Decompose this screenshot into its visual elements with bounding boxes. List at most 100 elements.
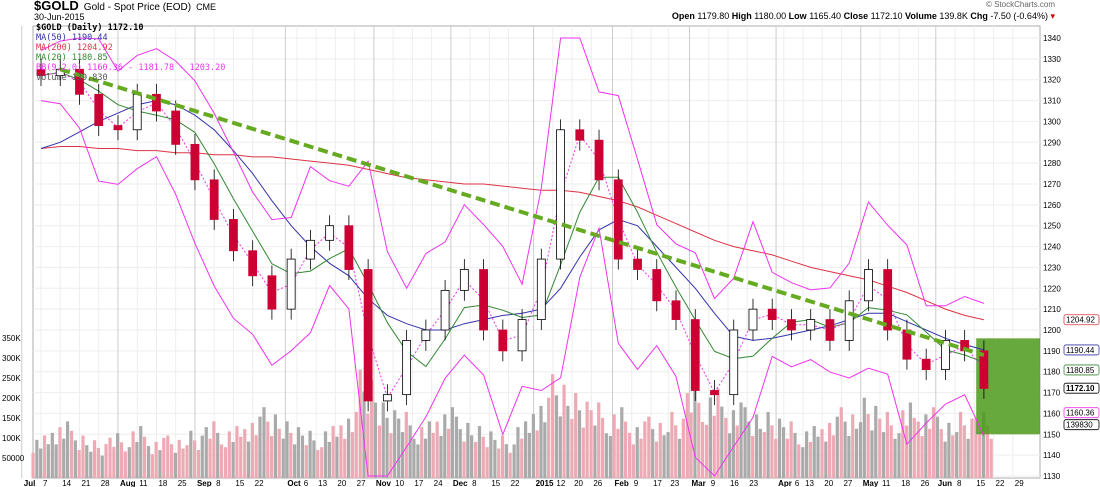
candle-body (517, 319, 527, 352)
volume-bar (966, 438, 970, 478)
y-tick-label: 1150 (1043, 430, 1061, 439)
volume-bar (693, 383, 697, 478)
candle-body (671, 300, 681, 320)
x-tick-label: 26 (920, 479, 929, 487)
volume-bar (728, 433, 732, 478)
y-tick-label: 1130 (1043, 472, 1061, 481)
x-tick-label: 20 (574, 479, 583, 487)
volume-bar (381, 402, 385, 478)
x-tick-label: 29 (1015, 479, 1024, 487)
credit: © StockCharts.com (985, 0, 1055, 9)
candle-body (767, 308, 777, 320)
volume-bar (543, 422, 547, 478)
candle-body (344, 225, 354, 270)
volume-bar (777, 418, 782, 478)
volume-bar (327, 441, 331, 478)
candle-body (556, 129, 565, 260)
volume-tick-label: 300K (2, 354, 21, 363)
x-tick-label: Oct (287, 479, 301, 487)
volume-bar (416, 444, 420, 478)
x-tick-label: Aug (120, 479, 136, 487)
volume-bar (593, 425, 597, 478)
last-value-label: 1204.92 (1066, 316, 1095, 325)
volume-bar (585, 401, 589, 478)
volume-bar (893, 438, 897, 478)
volume-bar (689, 412, 693, 478)
legend-main: $GOLD (Daily) 1172.10 (36, 23, 144, 33)
last-value-tag (1063, 407, 1100, 419)
x-tick-label: 20 (337, 479, 346, 487)
volume-bar (985, 425, 990, 478)
plot-area (32, 25, 1041, 479)
volume-bar (308, 430, 312, 478)
volume-bar (362, 391, 366, 478)
volume-bar (897, 433, 901, 478)
volume-bar (169, 444, 174, 478)
volume-bar (735, 425, 739, 478)
volume-bar (839, 407, 843, 478)
volume-bar (89, 451, 93, 478)
volume-bar (539, 405, 543, 478)
x-tick-label: 25 (178, 479, 187, 487)
volume-bar (820, 429, 824, 478)
x-tick-label: 13 (805, 479, 814, 487)
volume-bar (958, 411, 963, 478)
volume-bar (447, 428, 451, 478)
volume-bar (304, 445, 308, 478)
volume-bar (658, 422, 662, 478)
volume-bar (816, 436, 820, 478)
y-tick-label: 1220 (1043, 284, 1061, 293)
volume-tick-label: 50000 (2, 454, 25, 463)
candle-body (325, 225, 335, 241)
volume-bar (508, 452, 512, 478)
volume-bar (112, 446, 116, 478)
volume-bar (681, 418, 685, 478)
candle-body (440, 289, 450, 331)
volume-tick-label: 200K (2, 394, 21, 403)
volume-bar (489, 431, 493, 478)
x-tick-label: 7 (43, 479, 48, 487)
volume-bar (423, 438, 428, 478)
volume-bar (200, 435, 204, 478)
legend-bb: BB(9,2.0) 1160.36 - 1181.78 - 1203.20 (36, 63, 226, 73)
last-value-label: 1180.85 (1066, 366, 1095, 375)
volume-bar (974, 418, 978, 478)
last-value-label: 1172.10 (1066, 384, 1095, 393)
instrument-name: Gold - Spot Price (EOD) (83, 2, 192, 13)
volume-value: 139.8K (939, 11, 968, 21)
volume-bar (677, 438, 682, 478)
volume-bar (466, 422, 470, 478)
volume-bar (346, 418, 351, 478)
volume-tick-label: 100K (2, 434, 21, 443)
candle-body (883, 269, 893, 331)
volume-bar (512, 444, 516, 478)
x-tick-label: 22 (996, 479, 1005, 487)
volume-bar (493, 439, 497, 478)
candle-body (690, 319, 700, 391)
y-tick-label: 1190 (1043, 347, 1061, 356)
candle-body (171, 110, 181, 145)
volume-bar (481, 436, 485, 478)
volume-bar (146, 446, 151, 478)
volume-bar (970, 418, 974, 478)
volume-last-label: 139830 (1066, 421, 1093, 430)
x-tick-label: Feb (615, 479, 629, 487)
candle-body (267, 275, 277, 310)
volume-bar (262, 407, 266, 478)
volume-bar (227, 431, 231, 478)
volume-bar (385, 417, 389, 478)
volume-bar (500, 435, 505, 478)
volume-bar (962, 425, 966, 478)
volume-bar (939, 429, 943, 478)
volume-bar (235, 426, 239, 478)
last-value-tag (1063, 314, 1100, 326)
volume-bar (96, 447, 101, 478)
chart-title-row: $GOLD Gold - Spot Price (EOD) CME (34, 0, 216, 13)
volume-bar (604, 433, 608, 478)
volume-bar (785, 438, 789, 478)
volume-bar (712, 415, 716, 478)
volume-bar (81, 435, 85, 478)
volume-bar (108, 437, 112, 478)
volume-bar (397, 418, 401, 478)
volume-bar (662, 435, 666, 478)
